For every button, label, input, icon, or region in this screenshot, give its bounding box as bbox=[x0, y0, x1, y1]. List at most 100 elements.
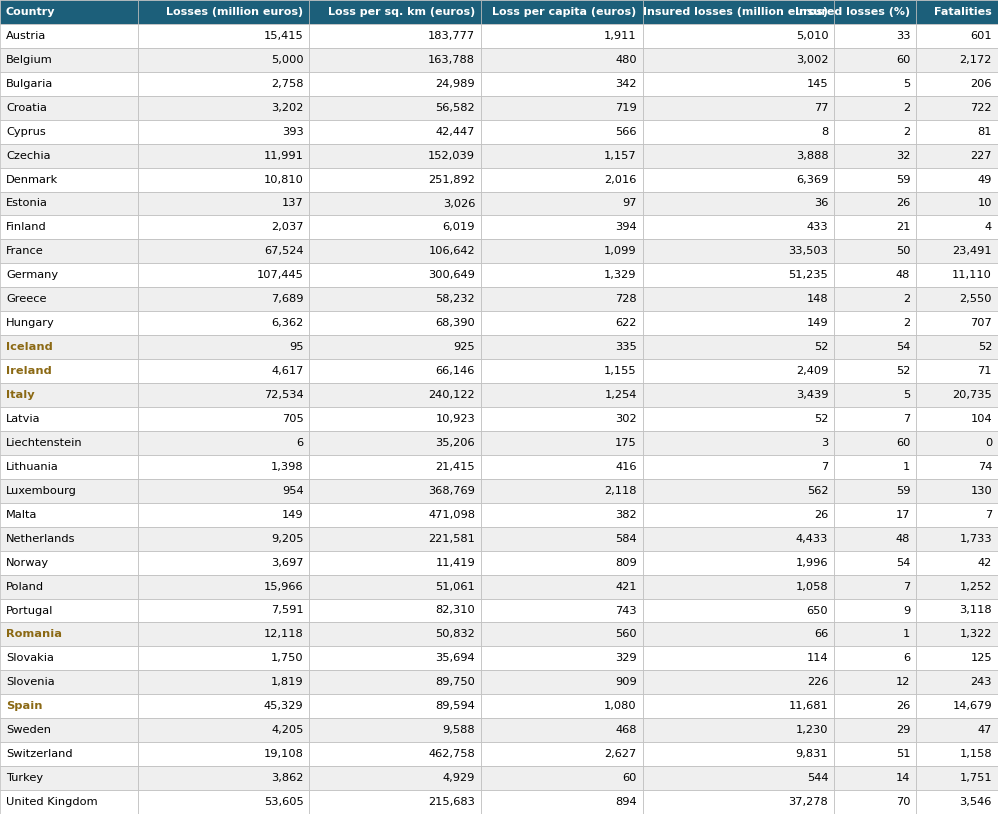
Bar bbox=[916, 527, 998, 550]
Bar bbox=[834, 48, 916, 72]
Text: 32: 32 bbox=[896, 151, 910, 160]
Bar bbox=[0, 120, 138, 143]
Text: Greece: Greece bbox=[6, 295, 47, 304]
Text: Cyprus: Cyprus bbox=[6, 127, 46, 137]
Text: 335: 335 bbox=[615, 342, 637, 352]
Text: Liechtenstein: Liechtenstein bbox=[6, 438, 83, 448]
Bar bbox=[0, 335, 138, 359]
Text: 15,966: 15,966 bbox=[263, 581, 303, 592]
Text: 2: 2 bbox=[903, 127, 910, 137]
Bar bbox=[0, 718, 138, 742]
Text: 6,369: 6,369 bbox=[796, 174, 828, 185]
Text: 560: 560 bbox=[615, 629, 637, 640]
Text: 52: 52 bbox=[978, 342, 992, 352]
Text: 7: 7 bbox=[985, 510, 992, 519]
Bar bbox=[481, 503, 643, 527]
Bar bbox=[309, 790, 481, 814]
Bar bbox=[0, 143, 138, 168]
Bar bbox=[916, 550, 998, 575]
Bar bbox=[834, 431, 916, 455]
Text: 14,679: 14,679 bbox=[952, 702, 992, 711]
Text: 107,445: 107,445 bbox=[256, 270, 303, 280]
Text: 56,582: 56,582 bbox=[435, 103, 475, 112]
Bar bbox=[0, 790, 138, 814]
Bar bbox=[309, 479, 481, 503]
Text: Turkey: Turkey bbox=[6, 773, 43, 783]
Text: 743: 743 bbox=[615, 606, 637, 615]
Bar bbox=[0, 527, 138, 550]
Bar bbox=[916, 646, 998, 671]
Bar bbox=[0, 287, 138, 311]
Bar bbox=[138, 335, 309, 359]
Text: 393: 393 bbox=[281, 127, 303, 137]
Text: 89,594: 89,594 bbox=[435, 702, 475, 711]
Text: 728: 728 bbox=[615, 295, 637, 304]
Bar bbox=[643, 0, 834, 24]
Bar bbox=[643, 527, 834, 550]
Text: 114: 114 bbox=[806, 654, 828, 663]
Text: Country: Country bbox=[6, 7, 56, 17]
Text: 1,329: 1,329 bbox=[604, 270, 637, 280]
Bar bbox=[834, 598, 916, 623]
Bar bbox=[643, 239, 834, 264]
Text: 566: 566 bbox=[615, 127, 637, 137]
Text: Netherlands: Netherlands bbox=[6, 534, 76, 544]
Bar bbox=[309, 72, 481, 96]
Bar bbox=[481, 383, 643, 407]
Text: 2,550: 2,550 bbox=[959, 295, 992, 304]
Bar bbox=[834, 694, 916, 718]
Bar bbox=[138, 479, 309, 503]
Bar bbox=[481, 143, 643, 168]
Text: 1,996: 1,996 bbox=[795, 558, 828, 567]
Bar bbox=[834, 742, 916, 766]
Bar bbox=[643, 742, 834, 766]
Bar bbox=[138, 575, 309, 598]
Text: 70: 70 bbox=[895, 797, 910, 807]
Text: 52: 52 bbox=[896, 366, 910, 376]
Text: 480: 480 bbox=[615, 55, 637, 65]
Bar bbox=[481, 646, 643, 671]
Text: 215,683: 215,683 bbox=[428, 797, 475, 807]
Text: 329: 329 bbox=[615, 654, 637, 663]
Text: 7,689: 7,689 bbox=[270, 295, 303, 304]
Bar bbox=[309, 575, 481, 598]
Text: 4,929: 4,929 bbox=[443, 773, 475, 783]
Text: 1: 1 bbox=[903, 462, 910, 472]
Bar bbox=[916, 359, 998, 383]
Text: 3,888: 3,888 bbox=[795, 151, 828, 160]
Bar bbox=[481, 742, 643, 766]
Text: Croatia: Croatia bbox=[6, 103, 47, 112]
Bar bbox=[643, 431, 834, 455]
Text: 2,118: 2,118 bbox=[604, 486, 637, 496]
Text: 1,158: 1,158 bbox=[959, 749, 992, 759]
Text: 471,098: 471,098 bbox=[428, 510, 475, 519]
Bar bbox=[138, 120, 309, 143]
Bar bbox=[309, 718, 481, 742]
Text: 226: 226 bbox=[807, 677, 828, 687]
Text: 33,503: 33,503 bbox=[788, 247, 828, 256]
Bar bbox=[643, 96, 834, 120]
Text: 544: 544 bbox=[806, 773, 828, 783]
Text: 21: 21 bbox=[896, 222, 910, 233]
Text: 11,419: 11,419 bbox=[435, 558, 475, 567]
Text: 394: 394 bbox=[615, 222, 637, 233]
Bar bbox=[834, 168, 916, 191]
Text: 584: 584 bbox=[615, 534, 637, 544]
Bar bbox=[916, 407, 998, 431]
Text: United Kingdom: United Kingdom bbox=[6, 797, 98, 807]
Text: 45,329: 45,329 bbox=[263, 702, 303, 711]
Bar bbox=[138, 96, 309, 120]
Bar bbox=[916, 0, 998, 24]
Bar bbox=[481, 216, 643, 239]
Text: 1,750: 1,750 bbox=[270, 654, 303, 663]
Text: 1,155: 1,155 bbox=[604, 366, 637, 376]
Bar bbox=[138, 383, 309, 407]
Bar bbox=[834, 575, 916, 598]
Text: 6: 6 bbox=[903, 654, 910, 663]
Text: 175: 175 bbox=[615, 438, 637, 448]
Text: 42,447: 42,447 bbox=[436, 127, 475, 137]
Text: 809: 809 bbox=[615, 558, 637, 567]
Bar bbox=[481, 287, 643, 311]
Text: 26: 26 bbox=[896, 702, 910, 711]
Bar bbox=[834, 527, 916, 550]
